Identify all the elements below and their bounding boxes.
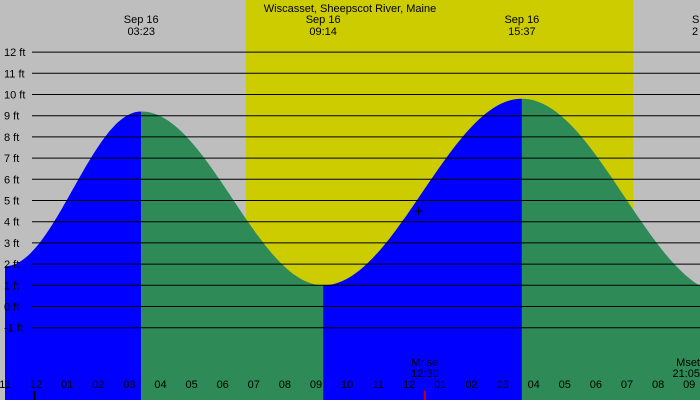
sun-event-tick <box>33 391 36 400</box>
extreme-time-label-clipped: 2 <box>692 26 698 38</box>
moon-event-label: Mset <box>676 357 700 369</box>
y-tick-label: 11 ft <box>4 68 25 80</box>
y-tick-label: 10 ft <box>4 90 25 102</box>
x-tick-label: 06 <box>217 379 229 391</box>
x-tick-label: 04 <box>528 379 540 391</box>
x-tick-label: 05 <box>185 379 197 391</box>
y-tick-label: 1 ft <box>4 280 19 292</box>
y-tick-label: -1 ft <box>4 323 23 335</box>
moon-event-tick <box>423 391 426 400</box>
x-tick-label: 03 <box>123 379 135 391</box>
x-tick-label: 09 <box>310 379 322 391</box>
extreme-date-label-clipped: S <box>692 14 699 26</box>
event-ticks <box>33 207 426 400</box>
x-tick-label: 10 <box>341 379 353 391</box>
falling-tide-area-3 <box>521 98 700 400</box>
y-tick-label: 12 ft <box>4 47 25 59</box>
moon-event-time: 12:30 <box>411 368 439 380</box>
x-tick-label: 08 <box>652 379 664 391</box>
extreme-date-label: Sep 16 <box>124 14 159 26</box>
x-tick-label: 12 <box>403 379 415 391</box>
x-tick-label: 01 <box>434 379 446 391</box>
x-tick-label: 05 <box>559 379 571 391</box>
x-tick-label: 12 <box>30 379 42 391</box>
y-tick-label: 7 ft <box>4 153 19 165</box>
extreme-time-label: 09:14 <box>309 26 337 38</box>
moon-event-label: Mrise <box>411 357 438 369</box>
grid-lines <box>32 51 700 329</box>
y-axis-labels: 12 ft 11 ft 10 ft 9 ft 8 ft 7 ft 6 ft 5 ft 4 ft 3… <box>4 47 25 335</box>
y-tick-label: 5 ft <box>4 196 19 208</box>
x-tick-label: 11 <box>372 379 383 391</box>
extreme-date-label: Sep 16 <box>306 14 341 26</box>
x-axis-labels: 11 12 01 02 03 04 05 06 07 08 09 10 11 12 01 02 03 04 05 06… <box>0 379 695 391</box>
x-tick-label: 02 <box>92 379 104 391</box>
y-tick-label: 3 ft <box>4 238 19 250</box>
x-tick-label: 07 <box>248 379 260 391</box>
x-tick-label: 04 <box>154 379 166 391</box>
extreme-time-label: 03:23 <box>127 26 155 38</box>
moon-event-time: 21:05 <box>672 368 700 380</box>
y-tick-label: 9 ft <box>4 111 19 123</box>
y-tick-label: 2 ft <box>4 259 19 271</box>
x-tick-label: 06 <box>590 379 602 391</box>
y-tick-label: 4 ft <box>4 217 19 229</box>
rising-tide-area-2 <box>323 98 522 400</box>
x-tick-label: 11 <box>0 379 11 391</box>
extreme-date-label: Sep 16 <box>504 14 539 26</box>
chart-title: Wiscasset, Sheepscot River, Maine <box>264 3 436 15</box>
x-tick-label: 08 <box>279 379 291 391</box>
x-tick-label: 09 <box>683 379 695 391</box>
moon-marker <box>414 207 423 216</box>
x-tick-label: 03 <box>496 379 508 391</box>
y-tick-label: 8 ft <box>4 132 19 144</box>
x-tick-label: 02 <box>465 379 477 391</box>
extreme-time-label: 15:37 <box>508 26 536 38</box>
x-tick-label: 01 <box>61 379 73 391</box>
x-tick-label: 07 <box>621 379 633 391</box>
y-tick-label: 0 ft <box>4 302 19 314</box>
y-tick-label: 6 ft <box>4 174 19 186</box>
